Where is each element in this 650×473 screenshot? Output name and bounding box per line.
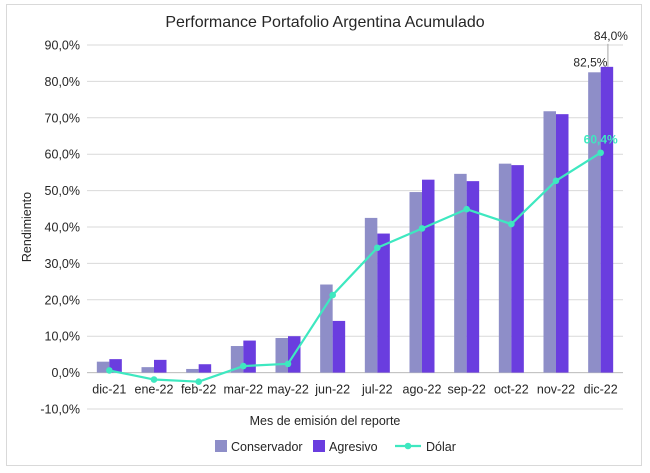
x-tick-label: dic-21: [92, 383, 126, 397]
y-tick-label: 0,0%: [52, 366, 81, 380]
bar-conservador: [275, 338, 288, 373]
y-axis-ticks: -10,0% 0,0% 10,0% 20,0% 30,0% 40,0% 50,0% 60,0%…: [40, 39, 80, 417]
dolar-line: [106, 149, 604, 386]
line-dólar: [109, 151, 602, 383]
point-dólar: [463, 205, 470, 213]
bar-agresivo: [600, 66, 614, 373]
y-tick-label: 40,0%: [45, 221, 80, 235]
bar-conservador: [409, 192, 422, 373]
y-tick-label: 70,0%: [45, 111, 80, 125]
point-dólar: [374, 244, 381, 252]
x-tick-label: ago-22: [403, 383, 442, 397]
legend-label-agresivo: Agresivo: [329, 440, 378, 454]
y-axis-label: Rendimiento: [20, 192, 34, 262]
bar-conservador: [588, 72, 601, 373]
legend-label-dolar: Dólar: [426, 440, 456, 454]
legend-label-conservador: Conservador: [231, 440, 303, 454]
x-tick-label: may-22: [267, 383, 309, 397]
bar-agresivo: [109, 359, 122, 373]
data-label-agresivo: 84,0%: [594, 29, 628, 43]
bar-agresivo: [198, 364, 212, 373]
point-dólar: [329, 291, 336, 299]
bar-conservador: [543, 111, 556, 373]
x-tick-label: dic-22: [584, 383, 618, 397]
point-dólar: [150, 376, 158, 383]
y-tick-label: 20,0%: [45, 293, 80, 307]
bar-agresivo: [466, 181, 480, 373]
bar-conservador: [141, 367, 154, 373]
x-tick-label: feb-22: [181, 383, 216, 397]
bar-conservador: [96, 361, 110, 373]
point-dólar: [508, 220, 515, 228]
chart-frame: Performance Portafolio Argentina Acumula…: [6, 4, 642, 466]
x-axis-label: Mes de emisión del reporte: [250, 414, 401, 428]
x-axis-ticks: dic-21 ene-22 feb-22 mar-22 may-22 jun-22 jul-…: [92, 383, 617, 397]
bars: [96, 66, 614, 373]
chart-title: Performance Portafolio Argentina Acumula…: [165, 14, 484, 31]
x-tick-label: oct-22: [494, 383, 529, 397]
data-label-conservador: 82,5%: [573, 55, 607, 69]
y-tick-label: 80,0%: [45, 75, 80, 89]
gridlines: [87, 44, 623, 410]
point-dólar: [284, 360, 292, 368]
legend-swatch-agresivo: [313, 440, 325, 452]
point-dólar: [552, 177, 560, 185]
chart-svg: Performance Portafolio Argentina Acumula…: [20, 14, 628, 454]
y-tick-label: 30,0%: [45, 257, 80, 271]
bar-agresivo: [511, 165, 524, 373]
x-tick-label: ene-22: [135, 383, 174, 397]
x-tick-label: sep-22: [448, 383, 486, 397]
bar-agresivo: [332, 320, 346, 373]
point-dólar: [418, 225, 426, 232]
bar-conservador: [498, 163, 512, 373]
point-dólar: [597, 149, 604, 157]
legend: Conservador Agresivo Dólar: [215, 440, 456, 454]
x-tick-label: nov-22: [537, 383, 575, 397]
bar-agresivo: [377, 233, 390, 373]
bar-conservador: [186, 368, 199, 373]
data-label-dolar: 60,4%: [584, 133, 618, 147]
x-tick-label: jul-22: [361, 383, 393, 397]
y-tick-label: -10,0%: [40, 403, 80, 417]
point-dólar: [106, 367, 113, 374]
bar-conservador: [364, 217, 378, 373]
x-tick-label: jun-22: [314, 383, 350, 397]
point-dólar: [195, 378, 202, 386]
data-labels: 82,5% 84,0% 60,4%: [573, 29, 628, 147]
bar-agresivo: [556, 114, 569, 373]
point-dólar: [240, 362, 247, 370]
x-tick-label: mar-22: [224, 383, 264, 397]
y-tick-label: 60,0%: [45, 148, 80, 162]
y-tick-label: 10,0%: [45, 330, 80, 344]
bar-conservador: [454, 173, 467, 373]
y-tick-label: 50,0%: [45, 184, 80, 198]
bar-conservador: [320, 284, 333, 373]
legend-swatch-marker: [404, 442, 412, 450]
bar-agresivo: [422, 179, 435, 373]
legend-swatch-conservador: [215, 440, 227, 452]
y-tick-label: 90,0%: [45, 39, 80, 53]
bar-agresivo: [154, 359, 167, 373]
